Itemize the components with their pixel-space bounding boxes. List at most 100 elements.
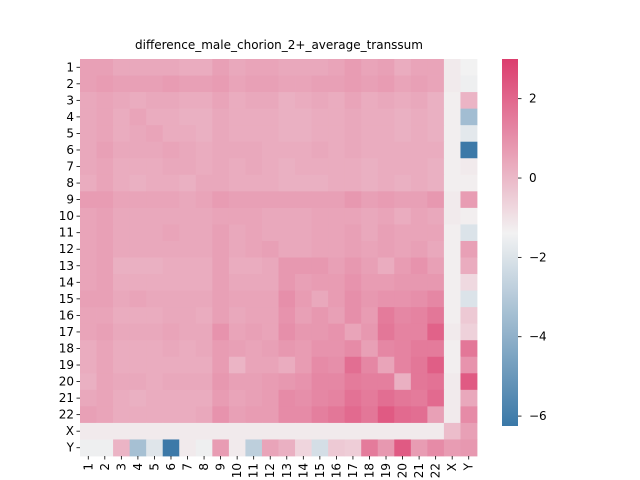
heatmap-cell [410,158,428,176]
heatmap-cell [443,290,461,308]
heatmap-cell [328,274,346,291]
heatmap-cell [245,92,263,110]
heatmap-cell [228,257,246,275]
heatmap-cell [344,356,362,374]
heatmap-cell [394,356,412,374]
heatmap-cell [80,340,97,358]
heatmap-cell [212,373,230,391]
heatmap-cell [311,108,329,126]
heatmap-cell [179,141,197,159]
heatmap-cell [80,406,97,424]
heatmap-cell [460,406,478,424]
heatmap-cell [410,257,428,275]
heatmap-cell [427,422,445,440]
heatmap-cell [410,108,428,126]
heatmap-cell [162,207,180,225]
heatmap-cell [96,439,114,457]
heatmap-cell [410,141,428,159]
y-tick-label: 13 [59,259,74,273]
heatmap-cell [195,323,213,341]
heatmap-cell [361,191,379,209]
x-tick-label: 1 [81,463,95,471]
heatmap-cell [179,307,197,325]
heatmap-cell [443,340,461,358]
heatmap-cell [113,257,131,275]
colorbar-tick-label: −4 [529,330,547,344]
heatmap-cell [394,92,412,110]
heatmap-cell [278,307,296,325]
heatmap-cell [113,323,131,341]
heatmap-cell [377,92,395,110]
heatmap-cell [212,340,230,358]
heatmap-cell [361,389,379,407]
colorbar-tick-label: 0 [529,171,537,185]
heatmap-cell [146,389,164,407]
heatmap-cell [311,174,329,192]
heatmap-cell [328,207,346,225]
heatmap-cell [146,125,164,143]
heatmap-cell [443,373,461,391]
heatmap-cell [460,373,478,391]
heatmap-cell [443,207,461,225]
heatmap-cell [212,257,230,275]
heatmap-cell [460,125,478,143]
heatmap-cell [245,340,263,358]
heatmap-cell [361,290,379,308]
heatmap-cell [261,240,279,258]
heatmap-cell [96,356,114,374]
y-tick-label: 8 [66,176,74,190]
y-tick-label: 18 [59,341,74,355]
heatmap-cell [96,92,114,110]
heatmap-cell [278,125,296,143]
heatmap-cell [245,356,263,374]
heatmap-cell [394,290,412,308]
heatmap-cell [129,307,147,325]
heatmap-cell [311,224,329,242]
heatmap-cell [361,141,379,159]
heatmap-cell [129,274,147,291]
heatmap-cell [113,422,131,440]
heatmap-cell [344,307,362,325]
heatmap-cell [427,59,445,76]
heatmap-cell [179,108,197,126]
heatmap-cell [113,439,131,457]
heatmap-cell [443,75,461,93]
heatmap-cell [228,59,246,76]
heatmap-cell [344,323,362,341]
heatmap-cell [344,257,362,275]
heatmap-cell [261,356,279,374]
heatmap-cell [344,158,362,176]
heatmap-cell [377,75,395,93]
heatmap-cell [96,240,114,258]
heatmap-cell [195,290,213,308]
heatmap-cell [80,240,97,258]
y-tick-label: 14 [59,275,74,289]
heatmap-cell [212,240,230,258]
heatmap-cell [96,191,114,209]
heatmap-cell [295,290,312,308]
heatmap-cell [228,307,246,325]
heatmap-cell [295,207,312,225]
heatmap-cell [212,323,230,341]
heatmap-cell [162,274,180,291]
heatmap-cell [443,141,461,159]
heatmap-cell [162,422,180,440]
heatmap-cell [394,257,412,275]
heatmap-cell [113,174,131,192]
y-tick-label: 11 [59,226,74,240]
heatmap-cell [195,125,213,143]
heatmap-cell [295,307,312,325]
heatmap-cell [394,389,412,407]
heatmap-cell [311,240,329,258]
heatmap-cell [295,125,312,143]
heatmap-cell [361,108,379,126]
heatmap-cell [460,422,478,440]
heatmap-cell [361,257,379,275]
x-tick-label: X [445,463,459,471]
heatmap-cell [113,340,131,358]
heatmap-cell [195,307,213,325]
heatmap-cell [245,108,263,126]
heatmap-cell [96,224,114,242]
colorbar [502,59,518,426]
